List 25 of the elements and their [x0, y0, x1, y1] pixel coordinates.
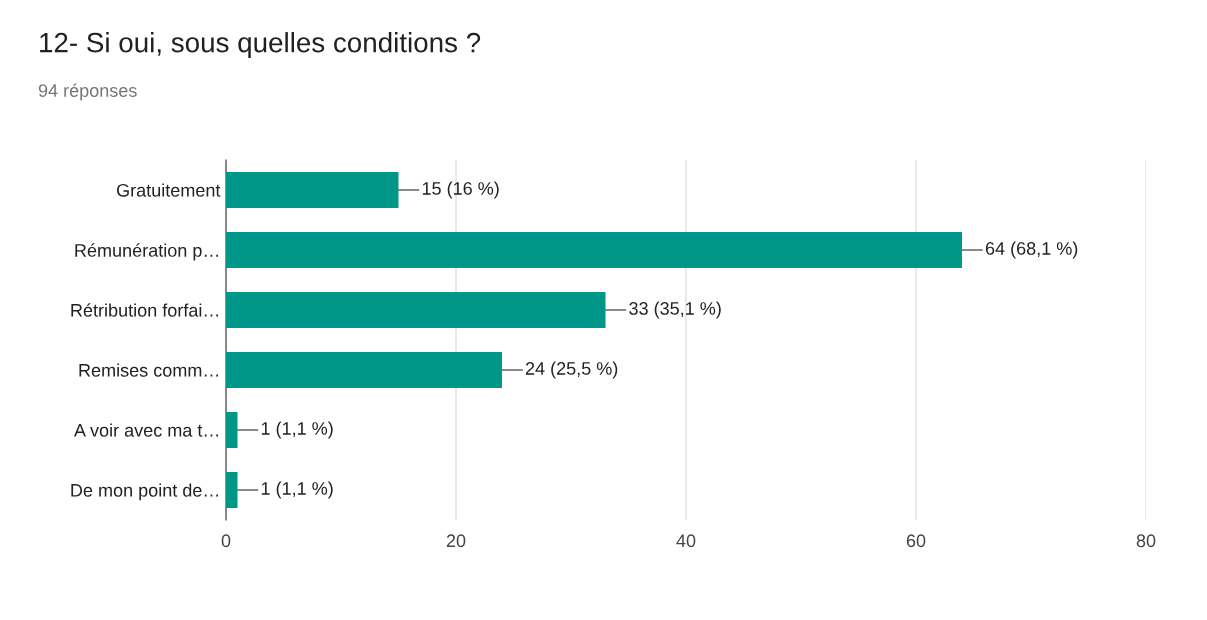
x-tick-label: 80: [1136, 534, 1156, 548]
data-label: 24 (25,5 %): [525, 361, 618, 379]
data-label: 33 (35,1 %): [629, 301, 721, 319]
chart-title: 12- Si oui, sous quelles conditions ?: [40, 32, 481, 58]
bar: [226, 352, 502, 388]
y-tick-label: De mon point de…: [71, 483, 218, 501]
y-tick-label: A voir avec ma t…: [73, 423, 218, 437]
y-tick-label: Remises comm…: [79, 363, 218, 377]
y-tick-label: Rémunération p…: [75, 243, 218, 261]
bar: [226, 472, 238, 508]
x-tick-label: 0: [221, 534, 231, 548]
bar: [226, 412, 238, 448]
y-tick-label: Rétribution forfai…: [71, 303, 218, 317]
x-tick-label: 20: [446, 534, 466, 548]
x-tick-label: 60: [906, 534, 926, 548]
data-label: 64 (68,1 %): [985, 241, 1078, 259]
bar: [226, 172, 399, 208]
x-tick-label: 40: [676, 534, 696, 548]
data-label: 1 (1,1 %): [261, 481, 333, 499]
y-tick-label: Gratuitement: [116, 183, 221, 197]
chart-subtitle: 94 réponses: [38, 83, 137, 101]
data-label: 15 (16 %): [422, 181, 499, 199]
data-label: 1 (1,1 %): [261, 421, 333, 439]
bar: [226, 232, 962, 268]
bar: [226, 292, 606, 328]
